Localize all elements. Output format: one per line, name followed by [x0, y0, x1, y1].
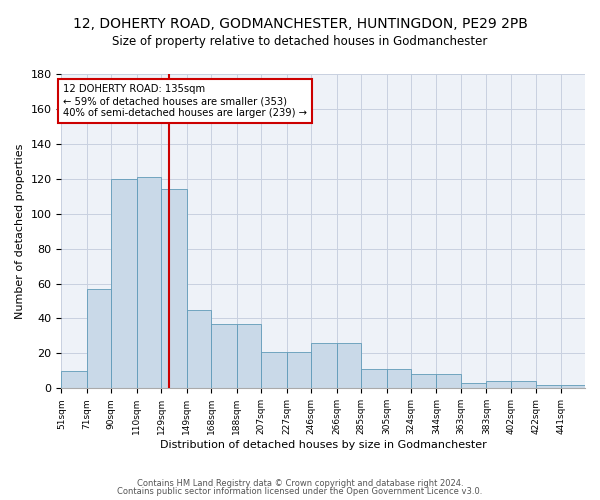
Bar [361, 369, 386, 388]
Bar [87, 289, 112, 388]
Bar [137, 177, 161, 388]
Text: 12, DOHERTY ROAD, GODMANCHESTER, HUNTINGDON, PE29 2PB: 12, DOHERTY ROAD, GODMANCHESTER, HUNTING… [73, 18, 527, 32]
Text: Contains public sector information licensed under the Open Government Licence v3: Contains public sector information licen… [118, 487, 482, 496]
Text: 12 DOHERTY ROAD: 135sqm
← 59% of detached houses are smaller (353)
40% of semi-d: 12 DOHERTY ROAD: 135sqm ← 59% of detache… [62, 84, 307, 117]
Text: Size of property relative to detached houses in Godmanchester: Size of property relative to detached ho… [112, 35, 488, 48]
Bar [211, 324, 237, 388]
Bar [436, 374, 461, 388]
X-axis label: Distribution of detached houses by size in Godmanchester: Distribution of detached houses by size … [160, 440, 487, 450]
Text: Contains HM Land Registry data © Crown copyright and database right 2024.: Contains HM Land Registry data © Crown c… [137, 478, 463, 488]
Bar [61, 371, 87, 388]
Bar [511, 382, 536, 388]
Bar [311, 343, 337, 388]
Bar [187, 310, 211, 388]
Bar [237, 324, 261, 388]
Bar [411, 374, 436, 388]
Bar [461, 383, 487, 388]
Y-axis label: Number of detached properties: Number of detached properties [15, 144, 25, 319]
Bar [112, 179, 137, 388]
Bar [487, 382, 511, 388]
Bar [536, 385, 560, 388]
Bar [261, 352, 287, 389]
Bar [386, 369, 411, 388]
Bar [560, 385, 585, 388]
Bar [161, 190, 187, 388]
Bar [337, 343, 361, 388]
Bar [287, 352, 311, 389]
